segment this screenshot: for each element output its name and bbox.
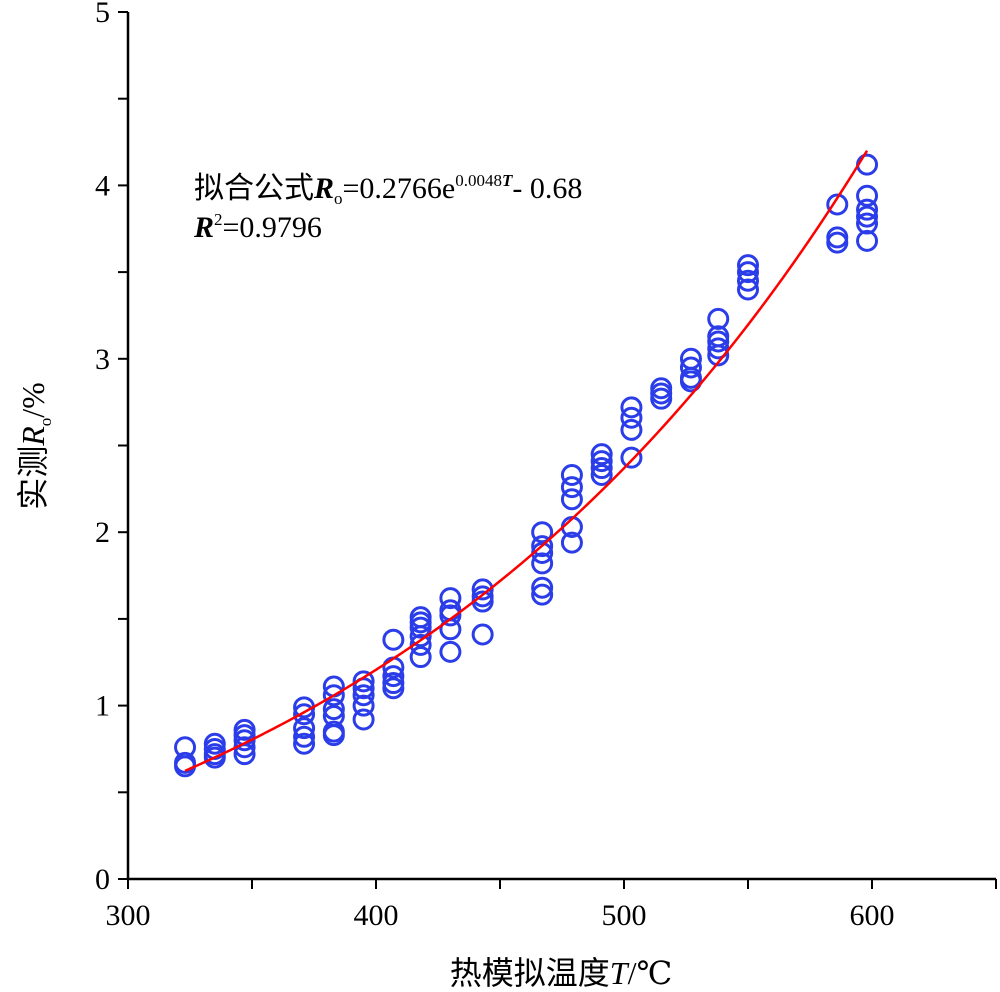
fit-formula: 拟合公式Ro=0.2766e0.0048T- 0.68 bbox=[194, 171, 582, 208]
fit-formula-exp: 0.0048 bbox=[455, 171, 502, 190]
data-point bbox=[737, 278, 759, 301]
y-tick-label: 0 bbox=[95, 863, 110, 896]
data-point bbox=[352, 708, 375, 731]
data-point bbox=[203, 746, 226, 769]
fit-formula-var: R bbox=[313, 172, 334, 205]
data-point bbox=[382, 665, 405, 688]
x-tick-label: 400 bbox=[354, 899, 399, 932]
data-point bbox=[707, 330, 730, 353]
data-point bbox=[531, 521, 554, 544]
x-tick-label: 300 bbox=[106, 899, 151, 932]
data-point bbox=[707, 344, 730, 367]
axes: 0 1 2 3 4 5 300 400 500 600 bbox=[95, 0, 997, 932]
data-point bbox=[293, 725, 316, 748]
data-point bbox=[531, 535, 554, 558]
data-point bbox=[382, 677, 405, 700]
data-point bbox=[531, 583, 554, 606]
x-axis-title: 热模拟温度T/℃ bbox=[450, 954, 673, 992]
data-point bbox=[590, 450, 613, 473]
data-point bbox=[439, 604, 462, 627]
data-point bbox=[322, 724, 345, 747]
y-axis-title-prefix: 实测 bbox=[14, 446, 52, 510]
x-tick-label: 500 bbox=[602, 899, 647, 932]
data-point bbox=[293, 717, 316, 740]
data-point bbox=[620, 396, 643, 419]
data-points bbox=[174, 153, 879, 778]
fit-formula-sub: o bbox=[334, 189, 343, 208]
data-point bbox=[352, 694, 375, 717]
data-point bbox=[560, 488, 583, 511]
data-point bbox=[322, 698, 345, 721]
data-point bbox=[826, 193, 849, 216]
data-point bbox=[737, 269, 759, 292]
data-point bbox=[679, 370, 702, 393]
data-point bbox=[590, 443, 613, 466]
y-axis-title: 实测Ro/% bbox=[14, 382, 55, 510]
data-point bbox=[531, 552, 554, 575]
y-tick-label: 5 bbox=[95, 0, 110, 29]
data-point bbox=[560, 476, 583, 499]
y-tick-label: 2 bbox=[95, 516, 110, 549]
data-point bbox=[856, 184, 879, 207]
data-point bbox=[233, 729, 256, 752]
r-squared-var: R bbox=[193, 211, 214, 244]
data-point bbox=[590, 463, 613, 486]
data-point bbox=[560, 463, 583, 486]
data-point bbox=[531, 576, 554, 599]
r-squared-sup: 2 bbox=[214, 210, 223, 229]
data-point bbox=[826, 231, 849, 254]
data-point bbox=[471, 623, 494, 646]
data-point bbox=[409, 633, 432, 656]
y-axis-title-sub: o bbox=[36, 418, 55, 427]
data-point bbox=[856, 205, 879, 228]
data-point bbox=[590, 457, 613, 480]
data-point bbox=[620, 406, 643, 429]
x-axis-title-suffix: /℃ bbox=[628, 955, 673, 991]
fit-formula-eq: =0.2766e bbox=[343, 172, 456, 205]
data-point bbox=[856, 212, 879, 235]
data-point bbox=[352, 684, 375, 707]
data-point bbox=[409, 625, 432, 648]
data-point bbox=[737, 261, 759, 284]
data-point bbox=[560, 531, 583, 554]
data-point bbox=[471, 578, 494, 601]
data-point bbox=[352, 670, 375, 693]
data-point bbox=[620, 418, 643, 441]
data-point bbox=[707, 307, 730, 330]
data-point bbox=[707, 337, 730, 360]
y-tick-label: 3 bbox=[95, 343, 110, 376]
fit-formula-exp-var: T bbox=[502, 171, 513, 190]
fit-formula-prefix: 拟合公式 bbox=[194, 171, 314, 206]
r-squared-value: =0.9796 bbox=[223, 211, 322, 244]
y-axis-title-var: R bbox=[15, 426, 51, 447]
data-point bbox=[650, 387, 673, 410]
x-tick-label: 600 bbox=[850, 899, 895, 932]
data-point bbox=[409, 646, 432, 669]
r-squared: R2=0.9796 bbox=[193, 210, 322, 244]
data-point bbox=[439, 587, 462, 610]
x-axis-title-prefix: 热模拟温度 bbox=[450, 954, 610, 992]
y-axis-title-suffix: /% bbox=[15, 382, 51, 418]
data-point bbox=[233, 743, 256, 766]
y-tick-label: 4 bbox=[95, 169, 110, 202]
fit-formula-tail: - 0.68 bbox=[512, 172, 582, 205]
data-point bbox=[293, 732, 316, 755]
data-point bbox=[856, 153, 879, 176]
data-point bbox=[856, 229, 879, 252]
x-axis-title-var: T bbox=[610, 955, 630, 991]
data-point bbox=[322, 684, 345, 707]
fit-curve bbox=[184, 150, 869, 772]
data-point bbox=[382, 628, 405, 651]
data-point bbox=[737, 254, 759, 277]
data-point bbox=[679, 356, 702, 379]
data-point bbox=[409, 616, 432, 639]
data-point bbox=[293, 703, 316, 726]
y-tick-label: 1 bbox=[95, 690, 110, 723]
data-point bbox=[856, 198, 879, 221]
data-point bbox=[620, 446, 643, 469]
data-point bbox=[439, 640, 462, 663]
